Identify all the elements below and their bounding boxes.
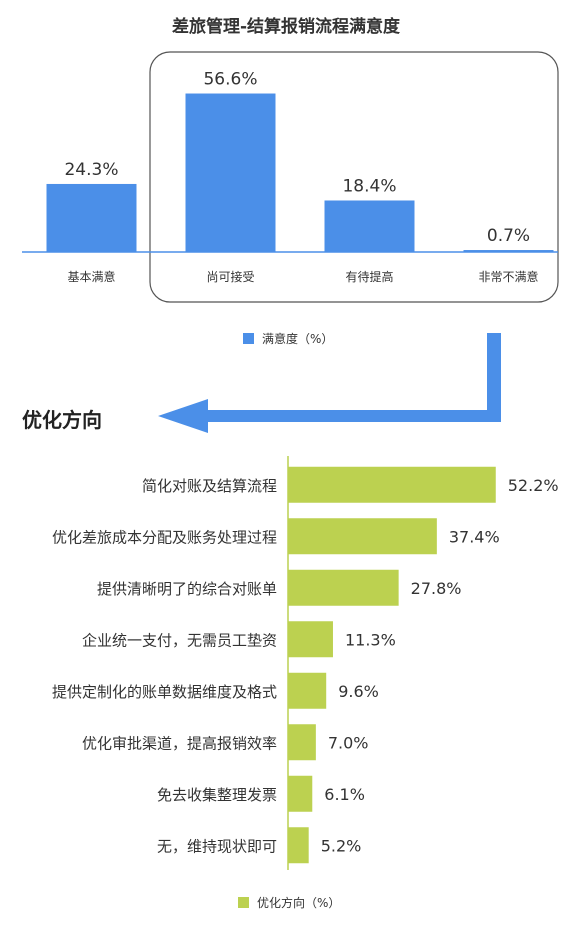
highlight-box xyxy=(149,51,559,303)
hbar-8 xyxy=(288,827,309,864)
legend-swatch-optimization xyxy=(238,897,249,908)
hbar-4 xyxy=(288,621,333,658)
optimization-bar-chart: 52.2% 简化对账及结算流程 37.4% 优化差旅成本分配及账务处理过程 27.8% 提… xyxy=(52,456,559,870)
hbar-3 xyxy=(288,569,399,606)
hbar-value-label-7: 6.1% xyxy=(324,785,365,804)
satisfaction-bar-chart: 24.3% 基本满意 56.6% 尚可接受 18.4% 有待提高 0.7% 非常不满意 xyxy=(22,70,558,284)
hbar-7 xyxy=(288,775,313,812)
legend-label-optimization: 优化方向（%） xyxy=(257,895,340,910)
bar-3 xyxy=(324,200,415,252)
legend-swatch-satisfaction xyxy=(243,333,254,344)
hbar-category-label-5: 提供定制化的账单数据维度及格式 xyxy=(52,683,277,701)
bar-value-label-1: 24.3% xyxy=(64,160,118,180)
chart-title-satisfaction: 差旅管理-结算报销流程满意度 xyxy=(172,16,401,37)
category-label-4: 非常不满意 xyxy=(478,269,538,284)
hbar-value-label-3: 27.8% xyxy=(411,579,462,598)
hbar-5 xyxy=(288,672,327,709)
hbar-value-label-5: 9.6% xyxy=(338,682,379,701)
legend-optimization: 优化方向（%） xyxy=(238,895,340,910)
category-label-3: 有待提高 xyxy=(345,269,393,284)
chart-title-optimization: 优化方向 xyxy=(22,408,102,432)
bar-2 xyxy=(185,93,276,253)
category-label-1: 基本满意 xyxy=(67,269,115,284)
hbar-category-label-1: 简化对账及结算流程 xyxy=(142,477,277,495)
bar-value-label-2: 56.6% xyxy=(203,70,257,90)
hbar-category-label-4: 企业统一支付，无需员工垫资 xyxy=(82,631,277,649)
hbar-value-label-4: 11.3% xyxy=(345,630,396,649)
hbar-value-label-2: 37.4% xyxy=(449,527,500,546)
hbar-value-label-1: 52.2% xyxy=(508,476,559,495)
hbar-value-label-8: 5.2% xyxy=(321,836,362,855)
hbar-category-label-2: 优化差旅成本分配及账务处理过程 xyxy=(52,528,277,546)
bar-value-label-3: 18.4% xyxy=(342,176,396,196)
hbar-category-label-3: 提供清晰明了的综合对账单 xyxy=(97,580,277,598)
hbar-value-label-6: 7.0% xyxy=(328,733,369,752)
hbar-1 xyxy=(288,466,496,503)
hbar-category-label-7: 免去收集整理发票 xyxy=(157,786,277,804)
hbar-category-label-8: 无，维持现状即可 xyxy=(157,837,277,855)
flow-arrow-icon xyxy=(158,333,501,433)
legend-label-satisfaction: 满意度（%） xyxy=(262,331,333,346)
bar-value-label-4: 0.7% xyxy=(487,226,530,246)
hbar-6 xyxy=(288,724,316,761)
legend-satisfaction: 满意度（%） xyxy=(243,331,333,346)
category-label-2: 尚可接受 xyxy=(206,269,254,284)
hbar-category-label-6: 优化审批渠道，提高报销效率 xyxy=(82,734,277,752)
bar-4 xyxy=(463,250,554,252)
bar-1 xyxy=(46,183,137,252)
hbar-2 xyxy=(288,518,437,555)
